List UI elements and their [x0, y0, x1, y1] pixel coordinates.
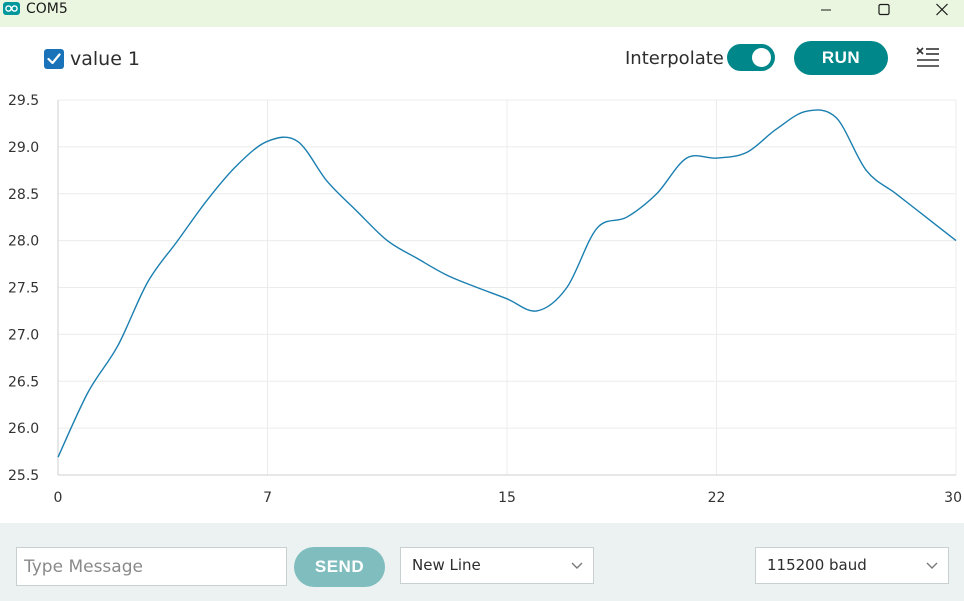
x-tick-label: 7: [263, 490, 272, 506]
chart-series: [57, 109, 957, 458]
x-tick-label: 30: [944, 490, 962, 506]
run-button[interactable]: RUN: [794, 41, 888, 75]
minimize-icon: [821, 9, 831, 11]
y-tick-label: 29.0: [8, 140, 39, 156]
checkmark-icon: [47, 53, 61, 65]
minimize-button[interactable]: [803, 0, 849, 20]
title-bar: COM5: [0, 0, 964, 27]
baud-rate-select[interactable]: 115200 baud: [755, 547, 949, 584]
y-tick-label: 27.0: [8, 327, 39, 343]
message-input[interactable]: [16, 547, 287, 586]
series-line: [57, 109, 957, 458]
y-tick-label: 25.5: [8, 468, 39, 484]
line-chart: 25.5 26.0 26.5 27.0 27.5 28.0 28.5 29.0 29.5 0 7 15…: [8, 93, 962, 506]
y-tick-label: 26.5: [8, 374, 39, 390]
series-label: value 1: [70, 48, 141, 70]
bottom-bar: SEND New Line 115200 baud: [0, 523, 964, 601]
x-tick-label: 22: [708, 490, 726, 506]
chevron-down-icon: [571, 562, 583, 569]
y-tick-label: 29.5: [8, 93, 39, 109]
clear-list-icon: [916, 47, 939, 67]
series-checkbox[interactable]: [44, 49, 64, 69]
y-tick-label: 26.0: [8, 421, 39, 437]
send-button[interactable]: SEND: [294, 547, 385, 587]
y-tick-label: 27.5: [8, 281, 39, 297]
clear-button[interactable]: [915, 46, 941, 70]
close-button[interactable]: [919, 0, 964, 20]
chart-grid: [57, 99, 957, 476]
line-ending-value: New Line: [412, 556, 481, 574]
interpolate-toggle[interactable]: [727, 44, 775, 71]
x-tick-label: 0: [54, 490, 63, 506]
toggle-knob: [752, 48, 771, 67]
line-ending-select[interactable]: New Line: [400, 547, 594, 584]
x-tick-label: 15: [498, 490, 516, 506]
arduino-infinity-icon: [3, 2, 20, 15]
chevron-down-icon: [926, 562, 938, 569]
chart-axes: 25.5 26.0 26.5 27.0 27.5 28.0 28.5 29.0 29.5 0 7 15…: [8, 93, 962, 506]
y-tick-label: 28.5: [8, 187, 39, 203]
baud-rate-value: 115200 baud: [767, 556, 867, 574]
window-title: COM5: [26, 1, 68, 17]
maximize-icon: [878, 3, 890, 16]
maximize-button[interactable]: [861, 0, 907, 20]
interpolate-label: Interpolate: [625, 48, 724, 69]
y-tick-label: 28.0: [8, 234, 39, 250]
close-icon: [936, 3, 948, 16]
